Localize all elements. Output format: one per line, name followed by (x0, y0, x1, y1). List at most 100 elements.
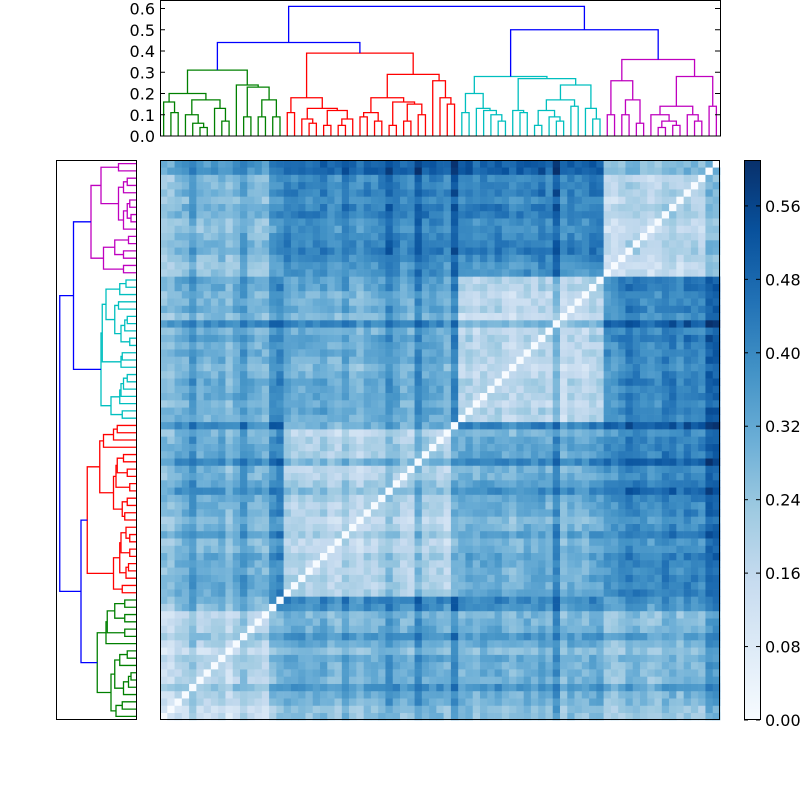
heatmap-cell (298, 261, 306, 270)
heatmap-cell (429, 654, 437, 663)
heatmap-cell (669, 589, 677, 597)
heatmap-cell (450, 610, 459, 619)
heatmap-cell (320, 610, 328, 619)
heatmap-cell (610, 560, 619, 568)
dendrogram-link (124, 613, 136, 623)
heatmap-cell (385, 283, 394, 292)
heatmap-cell (370, 632, 379, 641)
heatmap-cell (370, 429, 379, 437)
heatmap-cell (363, 530, 372, 539)
heatmap-cell (465, 429, 474, 437)
heatmap-cell (465, 610, 474, 619)
heatmap-cell (509, 290, 517, 299)
heatmap-cell (523, 269, 532, 277)
heatmap-cell (690, 356, 699, 364)
heatmap-cell (698, 516, 706, 524)
heatmap-cell (530, 327, 539, 335)
heatmap-cell (400, 560, 408, 568)
heatmap-cell (349, 276, 357, 284)
heatmap-cell (334, 669, 343, 677)
heatmap-cell (712, 567, 721, 575)
heatmap-cell (589, 327, 597, 335)
heatmap-cell (392, 378, 401, 386)
heatmap-cell (465, 450, 474, 459)
heatmap-cell (261, 625, 270, 634)
heatmap-cell (596, 269, 604, 277)
heatmap-cell (290, 407, 299, 415)
heatmap-cell (247, 290, 255, 299)
heatmap-cell (283, 349, 292, 357)
heatmap-cell (712, 581, 721, 590)
heatmap-cell (596, 603, 604, 612)
heatmap-cell (232, 589, 241, 597)
heatmap-cell (232, 414, 241, 423)
heatmap-cell (705, 669, 714, 677)
dendrogram-link (657, 126, 667, 136)
heatmap-cell (669, 501, 677, 510)
heatmap-cell (436, 567, 444, 575)
heatmap-cell (240, 640, 248, 648)
heatmap-cell (167, 385, 175, 394)
heatmap-cell (341, 676, 350, 684)
heatmap-cell (509, 603, 517, 612)
heatmap-cell (210, 618, 219, 626)
heatmap-cell (516, 603, 524, 612)
dendrogram-link (659, 105, 694, 115)
heatmap-cell (465, 276, 474, 284)
y-tick-label: 0.3 (130, 63, 155, 82)
heatmap-cell (196, 414, 204, 423)
heatmap-cell (276, 283, 284, 292)
heatmap-cell (545, 276, 554, 284)
heatmap-cell (392, 690, 401, 699)
heatmap-cell (647, 669, 655, 677)
heatmap-cell (334, 305, 343, 314)
heatmap-cell (589, 341, 597, 350)
heatmap-cell (174, 509, 183, 517)
heatmap-cell (363, 712, 372, 721)
heatmap-cell (450, 538, 459, 546)
heatmap-cell (530, 429, 539, 437)
heatmap-cell (407, 385, 415, 394)
heatmap-cell (225, 436, 234, 444)
dendrogram-link (112, 475, 123, 510)
heatmap-cell (160, 283, 168, 292)
heatmap-cell (363, 705, 372, 714)
heatmap-cell (421, 356, 430, 364)
heatmap-cell (203, 538, 212, 546)
heatmap-cell (472, 560, 481, 568)
heatmap-cell (189, 516, 197, 524)
heatmap-cell (363, 545, 372, 554)
heatmap-cell (705, 632, 714, 641)
heatmap-cell (589, 312, 597, 321)
heatmap-cell (465, 581, 474, 590)
heatmap-cell (690, 312, 699, 321)
heatmap-cell (676, 574, 684, 583)
heatmap-cell (276, 654, 284, 663)
heatmap-cell (247, 414, 255, 423)
heatmap-cell (661, 705, 670, 714)
heatmap-cell (472, 501, 481, 510)
heatmap-cell (647, 450, 655, 459)
heatmap-cell (210, 516, 219, 524)
heatmap-cell (218, 283, 226, 292)
heatmap-cell (225, 501, 234, 510)
heatmap-cell (465, 632, 474, 641)
heatmap-cell (247, 487, 255, 495)
heatmap-cell (472, 712, 481, 721)
heatmap-cell (501, 327, 510, 335)
heatmap-cell (414, 283, 423, 292)
heatmap-cell (640, 392, 648, 401)
heatmap-cell (225, 676, 234, 684)
heatmap-cell (363, 392, 372, 401)
heatmap-cell (269, 661, 277, 670)
heatmap-cell (203, 421, 212, 430)
heatmap-cell (698, 501, 706, 510)
heatmap-cell (661, 341, 670, 350)
heatmap-cell (414, 363, 423, 372)
heatmap-cell (363, 574, 372, 583)
heatmap-cell (516, 690, 524, 699)
heatmap-cell (334, 523, 343, 532)
heatmap-cell (625, 574, 634, 583)
heatmap-cell (487, 603, 495, 612)
heatmap-cell (618, 545, 626, 554)
